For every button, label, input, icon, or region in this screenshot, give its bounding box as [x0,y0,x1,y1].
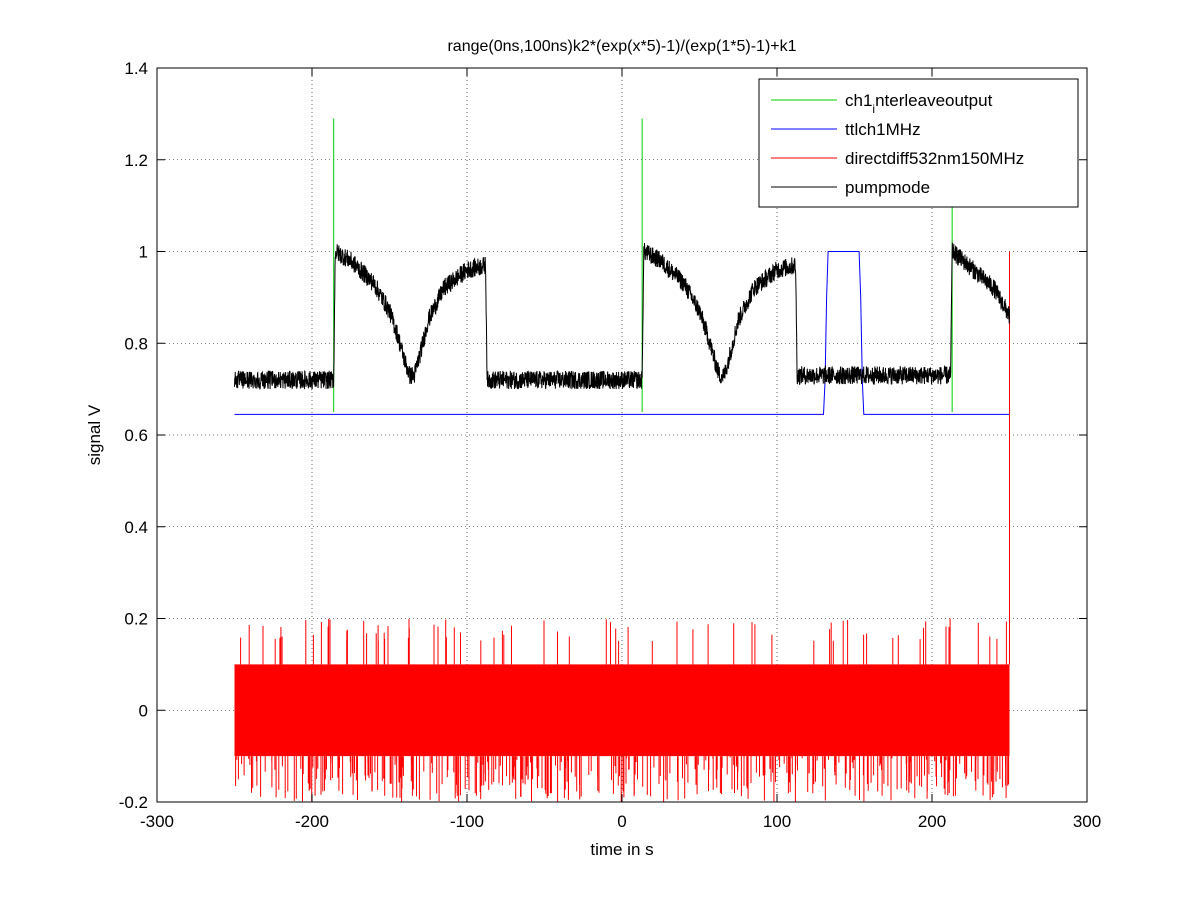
legend: ch1interleaveoutput ttlch1MHz directdiff… [758,78,1079,208]
x-tick-label: 300 [1073,812,1101,831]
directdiff-spikes [235,618,1010,802]
x-tick-label: 0 [617,812,626,831]
x-tick-label: 200 [918,812,946,831]
legend-label-directdiff532nm150mhz: directdiff532nm150MHz [845,149,1024,168]
x-tick-label: 100 [763,812,791,831]
y-tick-label: 0 [139,701,148,720]
series-layer [234,118,1010,802]
y-tick-label: 0.6 [124,426,148,445]
legend-label-subscript: i [872,102,875,116]
legend-label-ttlch1mhz: ttlch1MHz [845,120,921,139]
legend-label-ch1-interleaveoutput: ch1interleaveoutput [845,91,993,116]
x-axis-label: time in s [590,840,653,859]
y-tick-label: 1.2 [124,151,148,170]
y-axis-label: signal V [85,404,104,465]
y-tick-label: 0.8 [124,334,148,353]
y-tick-label: 0.4 [124,518,148,537]
legend-label-main: ch1 [845,91,872,110]
y-tick-label: 1.4 [124,59,148,78]
y-tick-label: 0.2 [124,610,148,629]
series-directdiff532nm150mhz [234,251,1010,802]
series-ttlch1mhz [234,251,1010,415]
y-tick-label: 1 [139,243,148,262]
directdiff-band [234,664,1010,757]
legend-label-rest: nterleaveoutput [875,91,992,110]
ticks: -300 -200 -100 0 100 200 300 -0.2 0 0.2 0.4 0.6 0.8 1… [119,59,1101,831]
series-pumpmode [234,242,1010,391]
x-tick-label: -200 [295,812,329,831]
legend-label-pumpmode: pumpmode [845,178,930,197]
y-tick-label: -0.2 [119,793,148,812]
chart-title: range(0ns,100ns)k2*(exp(x*5)-1)/(exp(1*5… [447,38,796,55]
x-tick-label: -300 [140,812,174,831]
x-tick-label: -100 [450,812,484,831]
